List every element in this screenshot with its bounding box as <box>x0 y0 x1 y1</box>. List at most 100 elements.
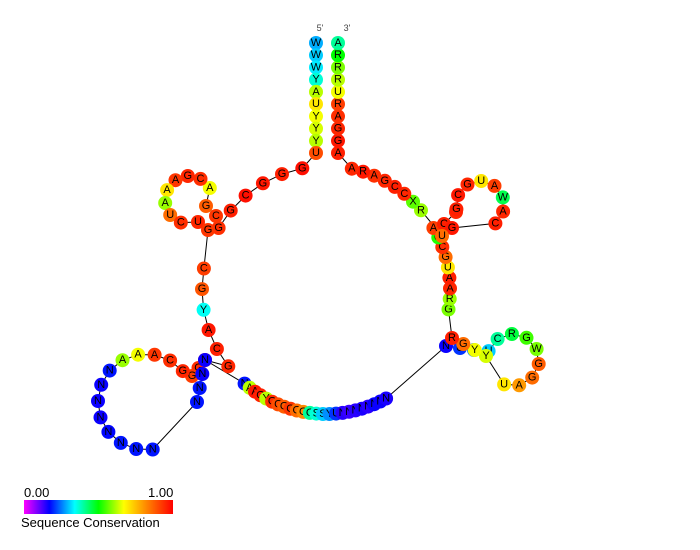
nucleotide-circle <box>201 323 216 337</box>
nucleotide-circle <box>445 221 459 235</box>
nucleotide: A <box>202 181 217 195</box>
nucleotide-letter: N <box>201 354 209 366</box>
nucleotide: C <box>209 209 223 223</box>
nucleotide: A <box>158 196 173 210</box>
nucleotide-letter: C <box>213 343 221 355</box>
nucleotide: A <box>442 270 457 285</box>
nucleotide: A <box>443 281 457 296</box>
nucleotide: Y <box>309 133 323 148</box>
nucleotide-circle <box>238 188 253 203</box>
nucleotide: A <box>487 178 502 193</box>
nucleotide-letter: U <box>312 98 320 110</box>
nucleotide-letter: A <box>312 86 320 98</box>
nucleotide-letter: G <box>534 358 543 370</box>
nucleotide: C <box>488 216 503 231</box>
nucleotide: G <box>275 167 289 182</box>
nucleotide: N <box>145 442 160 457</box>
nucleotide: G <box>449 202 464 217</box>
nucleotide-letter: N <box>117 437 125 449</box>
nucleotide-circle <box>191 215 205 229</box>
nucleotide-letter: G <box>204 224 213 236</box>
nucleotide-letter: G <box>259 177 268 189</box>
nucleotide-letter: G <box>214 222 223 234</box>
nucleotide: G <box>199 199 213 213</box>
nucleotide: G <box>175 364 190 379</box>
nucleotide-circle <box>377 173 392 188</box>
nucleotide-circle <box>331 133 345 148</box>
nucleotide-circle <box>331 146 345 160</box>
nucleotide-letter: W <box>311 37 322 49</box>
nucleotide-letter: N <box>97 411 105 423</box>
nucleotide: G <box>180 169 195 183</box>
nucleotide-circle <box>442 291 457 306</box>
nucleotide-letter: G <box>441 251 450 263</box>
nucleotide: U <box>331 84 345 99</box>
nucleotide-circle <box>445 331 459 345</box>
nucleotide-letter: N <box>382 393 390 405</box>
nucleotide: G <box>456 337 471 351</box>
nucleotide-letter: N <box>97 379 105 391</box>
nucleotide-letter: G <box>278 168 287 180</box>
nucleotide-circle <box>309 146 323 160</box>
nucleotide-letter: R <box>446 293 454 305</box>
nucleotide: A <box>201 323 216 337</box>
nucleotide-circle <box>198 353 212 367</box>
nucleotide-circle <box>496 204 511 219</box>
three-prime-label: 3' <box>344 23 351 33</box>
nucleotide-circle <box>529 342 544 356</box>
nucleotide: G <box>295 161 310 176</box>
nucleotide: G <box>255 176 270 191</box>
nucleotide-circle <box>199 199 213 213</box>
nucleotide: C <box>196 261 211 276</box>
nucleotide: U <box>309 97 323 112</box>
nucleotide-letter: G <box>448 222 457 234</box>
nucleotide: G <box>377 173 392 188</box>
nucleotide-letter: U <box>438 230 446 242</box>
nucleotide-letter: W <box>498 191 509 203</box>
nucleotide-letter: U <box>477 175 485 187</box>
nucleotide-circle <box>196 261 211 276</box>
nucleotide-circle <box>190 395 204 409</box>
nucleotide-circle <box>163 353 178 368</box>
nucleotide-letter: C <box>440 218 448 230</box>
nucleotide-letter: N <box>196 382 204 394</box>
nucleotide-letter: U <box>444 261 452 273</box>
nucleotide-letter: A <box>205 324 213 336</box>
nucleotide-circle <box>309 133 323 148</box>
legend-color-bar <box>24 500 173 514</box>
conservation-legend: 0.00 1.00 Sequence Conservation <box>21 485 173 530</box>
nucleotide: N <box>195 367 210 381</box>
nucleotide-letter: A <box>430 222 438 234</box>
nucleotide: R <box>331 72 345 87</box>
nucleotide-circle <box>309 121 323 136</box>
nucleotide-letter: N <box>94 395 102 407</box>
nucleotide-circle <box>309 36 323 50</box>
nucleotide-circle <box>519 330 534 345</box>
nucleotide: G <box>221 359 236 374</box>
nucleotide-circle <box>158 196 173 210</box>
nucleotide-circle <box>451 188 466 203</box>
nucleotide: N <box>91 394 105 408</box>
nucleotide-letter: C <box>400 188 408 200</box>
nucleotide-circle <box>309 97 323 112</box>
nucleotide: A <box>331 109 345 124</box>
nucleotide-letter: G <box>298 162 307 174</box>
nucleotide-letter: A <box>151 349 159 361</box>
nucleotide-letter: A <box>499 206 507 218</box>
nucleotide-circle <box>113 435 128 450</box>
nucleotide-letter: R <box>334 74 342 86</box>
nucleotide-letter: U <box>334 86 342 98</box>
nucleotide-letter: A <box>172 174 180 186</box>
nucleotide-letter: A <box>334 37 342 49</box>
nucleotide: G <box>331 121 345 136</box>
nucleotide-circle <box>295 161 310 176</box>
nucleotide: Y <box>309 72 323 87</box>
nucleotide-letter: R <box>334 61 342 73</box>
nucleotide: R <box>356 164 371 179</box>
nucleotide-circle <box>443 281 457 296</box>
nucleotide-letter: G <box>459 338 468 350</box>
nucleotide: N <box>102 363 117 378</box>
nucleotide-circle <box>442 270 457 285</box>
nucleotide: C <box>451 188 466 203</box>
